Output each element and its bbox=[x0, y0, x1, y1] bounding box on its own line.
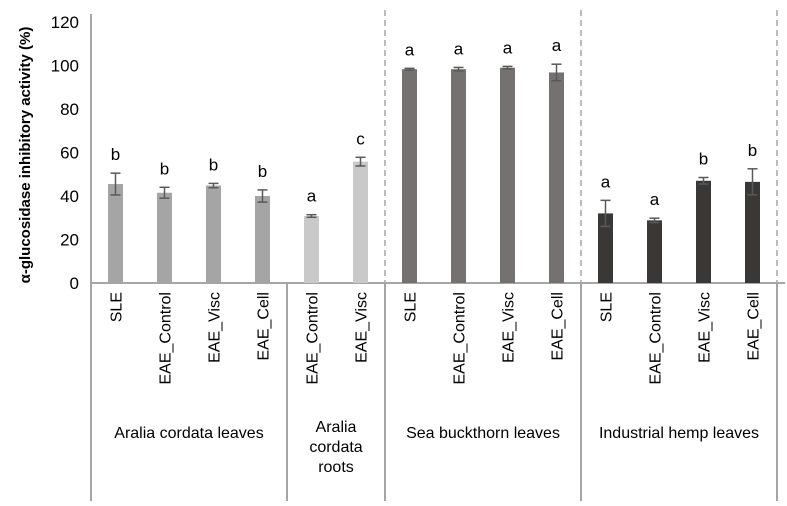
significance-letter: b bbox=[258, 162, 267, 181]
x-tick-label: SLE bbox=[109, 292, 126, 322]
x-tick-label: SLE bbox=[599, 292, 616, 322]
x-tick-label: EAE_Visc bbox=[207, 292, 224, 363]
y-tick-label: 0 bbox=[70, 274, 79, 293]
y-tick-label: 60 bbox=[60, 144, 79, 163]
bar bbox=[255, 196, 270, 283]
x-tick-label: EAE_Cell bbox=[746, 292, 763, 360]
bar bbox=[157, 192, 172, 283]
bar bbox=[745, 181, 760, 283]
significance-letter: a bbox=[454, 39, 464, 58]
y-tick-label: 40 bbox=[60, 187, 79, 206]
x-tick-label: EAE_Cell bbox=[256, 292, 273, 360]
group-label: cordata bbox=[309, 439, 362, 456]
x-tick-label: EAE_Visc bbox=[501, 292, 518, 363]
significance-letter: a bbox=[307, 187, 317, 206]
y-tick-label: 80 bbox=[60, 100, 79, 119]
x-tick-label: EAE_Control bbox=[305, 292, 322, 385]
significance-letter: a bbox=[552, 36, 562, 55]
significance-letter: b bbox=[160, 159, 169, 178]
x-tick-label: EAE_Control bbox=[648, 292, 665, 385]
significance-letter: b bbox=[209, 155, 218, 174]
bar bbox=[647, 220, 662, 283]
significance-letter: b bbox=[699, 150, 708, 169]
x-tick-label: EAE_Control bbox=[452, 292, 469, 385]
x-tick-label: EAE_Cell bbox=[550, 292, 567, 360]
group-label: Sea buckthorn leaves bbox=[406, 425, 560, 442]
bar bbox=[451, 69, 466, 283]
significance-letter: c bbox=[356, 129, 365, 148]
bar bbox=[598, 213, 613, 283]
significance-letter: a bbox=[405, 40, 415, 59]
bar bbox=[402, 69, 417, 283]
y-axis-label: α-glucosidase inhibitory activity (%) bbox=[17, 27, 34, 284]
bar bbox=[500, 67, 515, 283]
bar bbox=[696, 180, 711, 283]
bar bbox=[304, 216, 319, 283]
x-tick-label: EAE_Visc bbox=[697, 292, 714, 363]
bar bbox=[549, 72, 564, 284]
y-tick-label: 100 bbox=[51, 57, 79, 76]
bar bbox=[353, 161, 368, 283]
group-label: Industrial hemp leaves bbox=[599, 425, 759, 442]
y-tick-label: 120 bbox=[51, 13, 79, 32]
group-label: Aralia cordata leaves bbox=[114, 425, 263, 442]
x-tick-label: SLE bbox=[403, 292, 420, 322]
bar bbox=[108, 184, 123, 283]
significance-letter: b bbox=[111, 145, 120, 164]
y-tick-label: 20 bbox=[60, 231, 79, 250]
significance-letter: a bbox=[601, 172, 611, 191]
group-label: Aralia bbox=[316, 419, 357, 436]
bar bbox=[206, 185, 221, 283]
significance-letter: b bbox=[748, 141, 757, 160]
significance-letter: a bbox=[503, 38, 513, 57]
group-label: roots bbox=[318, 459, 354, 476]
x-tick-label: EAE_Control bbox=[158, 292, 175, 385]
x-tick-label: EAE_Visc bbox=[354, 292, 371, 363]
significance-letter: a bbox=[650, 190, 660, 209]
